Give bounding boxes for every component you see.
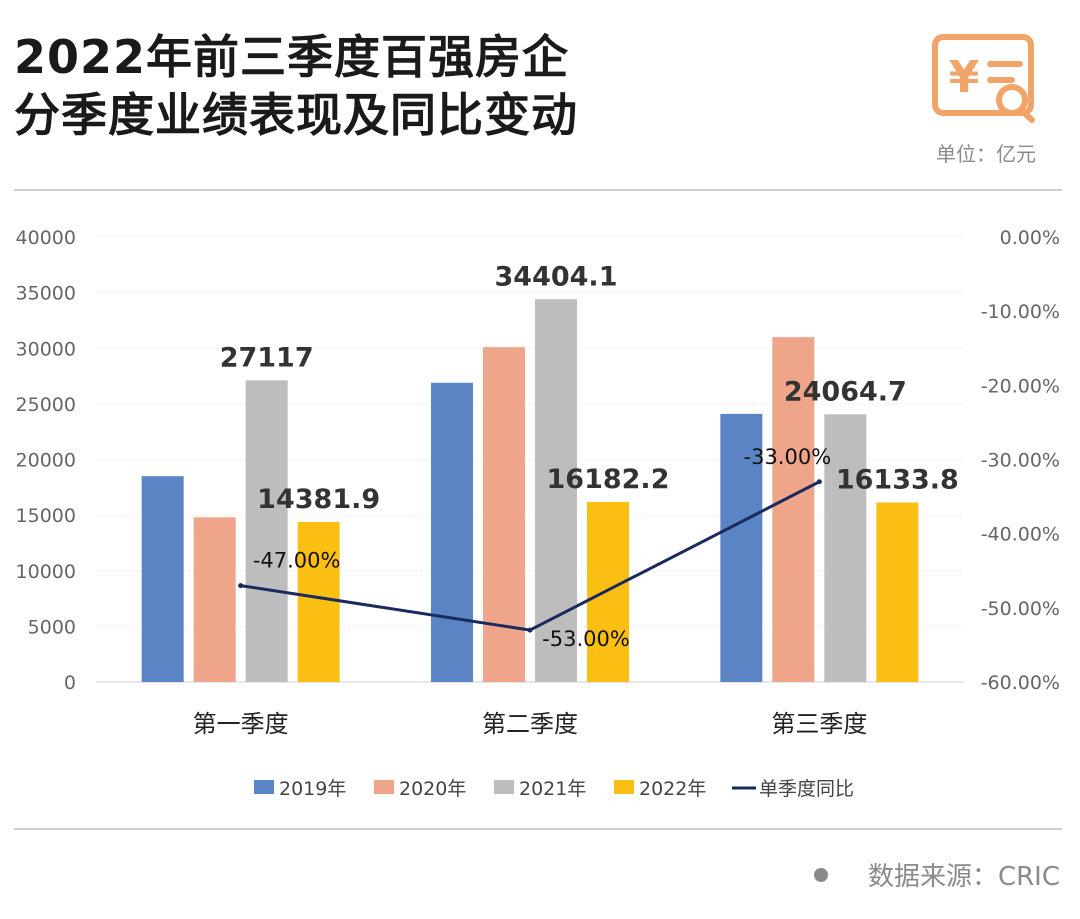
y-right-tick-label: -20.00% (981, 375, 1060, 397)
yoy-point (527, 627, 533, 633)
source-note: 数据来源：CRIC (813, 856, 1060, 893)
data-label: 27117 (220, 342, 314, 373)
y-right-tick-label: -60.00% (981, 672, 1060, 694)
bar (720, 413, 763, 682)
y-left-tick-label: 5000 (28, 616, 76, 638)
title-line-1: 2022年前三季度百强房企 (14, 30, 570, 84)
legend-label: 2022年 (639, 778, 706, 800)
line-data-label: -53.00% (542, 627, 630, 651)
bar (772, 337, 815, 682)
bar (431, 382, 473, 682)
unit-label: 单位：亿元 (936, 142, 1036, 166)
bar (483, 347, 525, 682)
legend-label: 2021年 (519, 778, 586, 800)
legend-swatch (374, 780, 394, 794)
chart-canvas: 0 5000 10000 15000 20000 25000 30000 35000 40000… (16, 227, 1060, 800)
data-label: 34404.1 (495, 261, 618, 292)
bar (876, 502, 919, 682)
y-left-tick-label: 35000 (16, 283, 76, 305)
x-tick-label: 第一季度 (193, 710, 289, 738)
data-label: 14381.9 (257, 484, 380, 515)
receipt-search-icon: ¥ (932, 34, 1035, 123)
bottom-divider (14, 828, 1062, 830)
x-tick-label: 第二季度 (482, 710, 578, 738)
legend-label: 2019年 (279, 778, 346, 800)
bullet-dot-icon (813, 867, 828, 882)
source-text: 数据来源：CRIC (867, 862, 1060, 892)
legend-swatch (254, 780, 274, 794)
top-divider (14, 189, 1062, 191)
yoy-point (816, 479, 822, 485)
y-left-tick-label: 25000 (16, 394, 76, 416)
data-label: 16182.2 (547, 464, 670, 495)
data-label: 16133.8 (836, 465, 959, 496)
legend-label: 2020年 (399, 778, 466, 800)
svg-text:¥: ¥ (949, 52, 980, 103)
chart-title: 2022年前三季度百强房企 分季度业绩表现及同比变动 (14, 28, 578, 144)
y-right-tick-label: -40.00% (981, 524, 1060, 546)
bar (245, 380, 288, 682)
y-left-tick-label: 0 (64, 672, 76, 694)
bar (297, 522, 340, 682)
line-data-label: -33.00% (744, 445, 832, 469)
y-left-tick-label: 40000 (16, 227, 76, 249)
legend-swatch (494, 780, 514, 794)
yoy-point (238, 583, 244, 589)
bar (193, 517, 236, 682)
data-label: 24064.7 (784, 376, 907, 407)
legend-label: 单季度同比 (759, 778, 854, 800)
bar (141, 476, 184, 682)
bar (824, 414, 867, 682)
y-left-tick-label: 15000 (16, 505, 76, 527)
title-line-2: 分季度业绩表现及同比变动 (14, 88, 578, 142)
y-right-tick-label: 0.00% (1000, 227, 1060, 249)
line-data-label: -47.00% (253, 549, 341, 573)
y-right-tick-label: -50.00% (981, 598, 1060, 620)
bar (587, 501, 629, 682)
y-left-tick-label: 20000 (16, 450, 76, 472)
y-right-tick-label: -10.00% (981, 301, 1060, 323)
y-left-tick-label: 10000 (16, 561, 76, 583)
y-right-tick-label: -30.00% (981, 450, 1060, 472)
x-tick-label: 第三季度 (771, 710, 867, 738)
y-left-tick-label: 30000 (16, 338, 76, 360)
legend-swatch (614, 780, 634, 794)
